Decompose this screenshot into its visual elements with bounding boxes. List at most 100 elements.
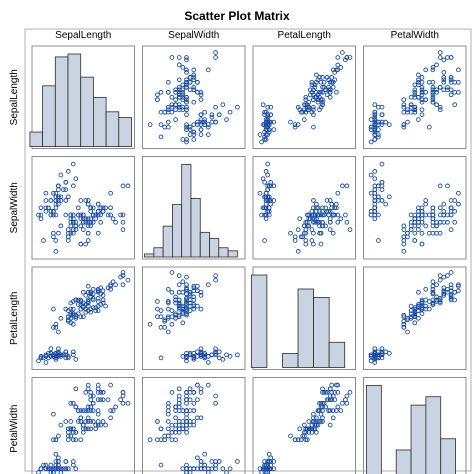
scatter-point — [73, 386, 79, 392]
scatter-point — [73, 315, 79, 321]
scatter-point — [448, 92, 454, 98]
scatter-point — [169, 437, 175, 443]
scatter-point — [259, 212, 264, 218]
scatter-point — [176, 386, 182, 392]
matrix-cell — [31, 377, 135, 474]
histogram-bar — [172, 204, 183, 258]
scatter-point — [184, 79, 189, 85]
histogram-bar — [440, 438, 456, 474]
scatter-point — [158, 462, 164, 468]
histogram-bar — [67, 53, 82, 147]
row-label: SepalLength — [9, 69, 20, 125]
scatter-point — [307, 426, 313, 432]
scatter-point — [73, 297, 79, 303]
scatter-point — [268, 466, 274, 472]
scatter-point — [347, 55, 353, 60]
scatter-point — [335, 382, 341, 388]
scatter-point — [53, 321, 59, 327]
scatter-point — [191, 72, 197, 78]
scatter-point — [324, 198, 330, 203]
scatter-point — [195, 288, 200, 294]
scatter-point — [63, 349, 69, 355]
scatter-point — [56, 459, 61, 464]
scatter-point — [401, 318, 407, 324]
scatter-point — [376, 212, 381, 218]
matrix-cell — [29, 45, 135, 149]
scatter-point — [263, 122, 269, 127]
scatter-point — [309, 238, 315, 243]
scatter-point — [80, 408, 86, 413]
scatter-point — [80, 227, 86, 232]
scatter-point — [73, 223, 79, 229]
cell-frame — [31, 156, 135, 260]
scatter-point — [187, 291, 193, 297]
scatter-point — [315, 212, 321, 218]
scatter-point — [416, 82, 421, 88]
scatter-point — [265, 161, 271, 167]
scatter-point — [314, 430, 319, 435]
scatter-point — [68, 219, 74, 225]
scatter-point — [75, 419, 81, 424]
scatter-point — [191, 99, 197, 105]
scatter-point — [51, 437, 56, 443]
scatter-point — [56, 183, 61, 189]
scatter-point — [105, 212, 111, 218]
scatter-point — [266, 466, 272, 472]
scatter-point — [262, 212, 267, 218]
scatter-point — [43, 205, 49, 211]
scatter-point — [165, 107, 171, 113]
scatter-point — [165, 79, 171, 85]
scatter-point — [65, 238, 71, 243]
scatter-point — [184, 55, 189, 60]
scatter-point — [298, 234, 304, 240]
scatter-point — [78, 302, 84, 307]
cell-frame — [31, 266, 135, 370]
scatter-point — [335, 219, 341, 225]
scatter-point — [169, 289, 175, 295]
scatter-point — [73, 176, 79, 182]
scatter-point — [412, 238, 418, 243]
scatter-point — [423, 286, 429, 292]
scatter-point — [205, 382, 211, 388]
histogram-bar — [190, 198, 201, 258]
scatter-point — [448, 293, 454, 298]
scatter-point — [98, 422, 104, 428]
scatter-point — [100, 397, 106, 403]
scatter-point — [321, 400, 327, 406]
scatter-point — [158, 89, 164, 95]
scatter-point — [268, 183, 274, 189]
scatter-point — [78, 216, 84, 222]
scatter-point — [90, 297, 96, 303]
scatter-point — [213, 50, 218, 55]
scatter-point — [452, 289, 458, 295]
scatter-point — [423, 212, 429, 218]
scatter-point — [88, 426, 94, 432]
scatter-point — [202, 355, 208, 361]
scatter-point — [430, 212, 436, 218]
scatter-point — [209, 119, 215, 125]
scatter-point — [340, 400, 345, 406]
scatter-point — [329, 75, 335, 80]
scatter-point — [401, 312, 407, 318]
scatter-point — [56, 329, 61, 335]
scatter-point — [90, 400, 96, 406]
scatter-point — [85, 404, 91, 410]
scatter-point — [63, 466, 69, 472]
scatter-point — [48, 198, 54, 203]
scatter-point — [401, 227, 407, 232]
scatter-point — [75, 297, 81, 303]
scatter-point — [184, 305, 189, 310]
scatter-point — [266, 209, 272, 214]
scatter-point — [191, 67, 197, 73]
scatter-point — [263, 212, 269, 218]
scatter-point — [191, 77, 197, 83]
scatter-point — [90, 393, 96, 399]
scatter-point — [162, 317, 168, 323]
scatter-point — [419, 97, 425, 103]
scatter-point — [184, 97, 189, 103]
scatter-point — [56, 455, 61, 461]
scatter-point — [321, 79, 327, 85]
scatter-point — [216, 355, 222, 361]
scatter-point — [176, 92, 182, 98]
scatter-point — [448, 296, 454, 301]
